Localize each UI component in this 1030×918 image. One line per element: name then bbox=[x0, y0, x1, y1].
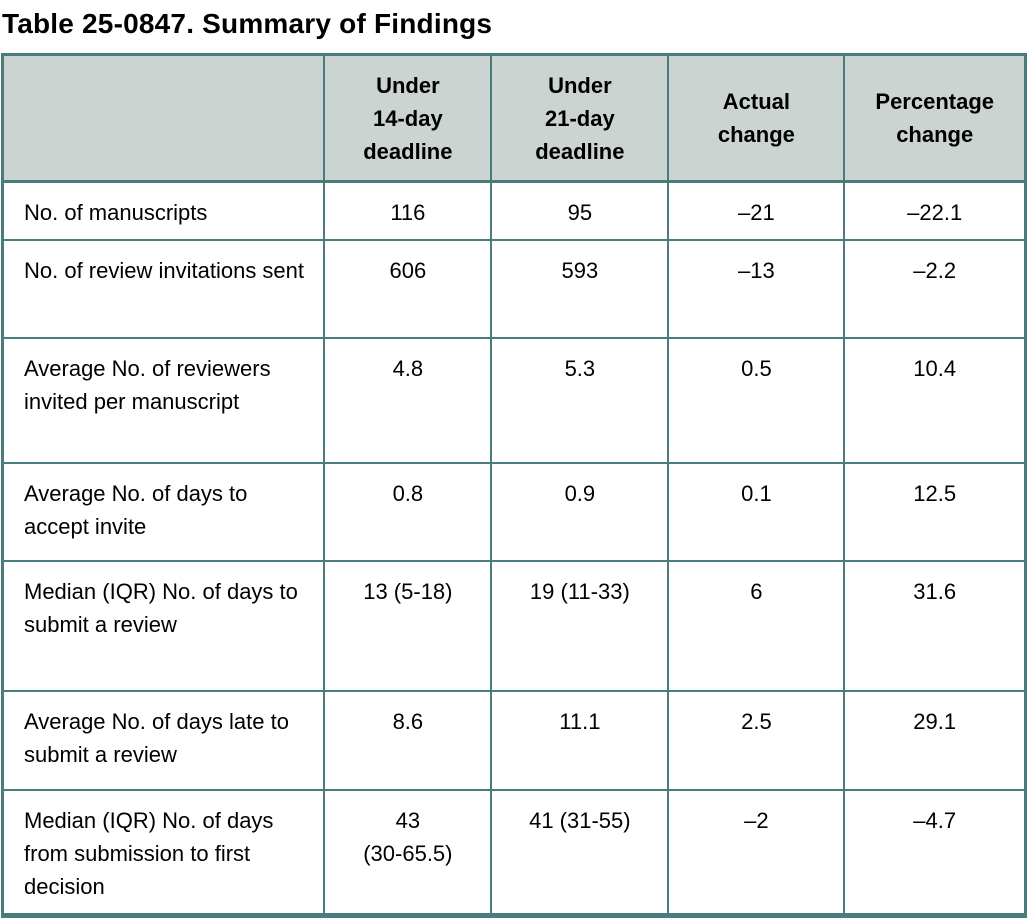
table-row: Median (IQR) No. of days from submission… bbox=[1, 789, 1027, 918]
summary-of-findings-table: Under 14-day deadline Under 21-day deadl… bbox=[1, 53, 1027, 918]
cell-value: 41 (31-55) bbox=[490, 789, 670, 918]
cell-value: 8.6 bbox=[323, 690, 493, 791]
table-title: Table 25-0847. Summary of Findings bbox=[2, 8, 493, 39]
row-label: Median (IQR) No. of days from submission… bbox=[1, 789, 326, 918]
row-label: Average No. of days late to submit a rev… bbox=[1, 690, 326, 791]
table-body: No. of manuscripts 116 95 –21 –22.1 No. … bbox=[1, 180, 1027, 918]
cell-value: –2.2 bbox=[843, 239, 1027, 339]
cell-value: 2.5 bbox=[667, 690, 846, 791]
table-row: Median (IQR) No. of days to submit a rev… bbox=[1, 560, 1027, 692]
row-label: No. of manuscripts bbox=[1, 180, 326, 241]
cell-value: –2 bbox=[667, 789, 846, 918]
table-row: No. of review invitations sent 606 593 –… bbox=[1, 239, 1027, 339]
column-header-under-14-day: Under 14-day deadline bbox=[323, 53, 493, 183]
row-label: Average No. of reviewers invited per man… bbox=[1, 337, 326, 464]
cell-value: 95 bbox=[490, 180, 670, 241]
table-row: No. of manuscripts 116 95 –21 –22.1 bbox=[1, 180, 1027, 241]
cell-value: 31.6 bbox=[843, 560, 1027, 692]
cell-value: –13 bbox=[667, 239, 846, 339]
row-label: Average No. of days to accept invite bbox=[1, 462, 326, 562]
cell-value: 606 bbox=[323, 239, 493, 339]
column-header-stub bbox=[1, 53, 326, 183]
cell-value: 0.5 bbox=[667, 337, 846, 464]
cell-value: 4.8 bbox=[323, 337, 493, 464]
cell-value: 11.1 bbox=[490, 690, 670, 791]
table-row: Average No. of days to accept invite 0.8… bbox=[1, 462, 1027, 562]
cell-value: 6 bbox=[667, 560, 846, 692]
column-header-actual-change: Actual change bbox=[667, 53, 846, 183]
cell-value: –4.7 bbox=[843, 789, 1027, 918]
table-row: Average No. of reviewers invited per man… bbox=[1, 337, 1027, 464]
column-header-under-21-day: Under 21-day deadline bbox=[490, 53, 670, 183]
cell-value: 593 bbox=[490, 239, 670, 339]
column-header-percentage-change: Percentage change bbox=[843, 53, 1027, 183]
cell-value: 13 (5-18) bbox=[323, 560, 493, 692]
cell-value: –22.1 bbox=[843, 180, 1027, 241]
cell-value: 0.9 bbox=[490, 462, 670, 562]
table-row: Average No. of days late to submit a rev… bbox=[1, 690, 1027, 791]
cell-value: 0.1 bbox=[667, 462, 846, 562]
cell-value: 116 bbox=[323, 180, 493, 241]
cell-value: 10.4 bbox=[843, 337, 1027, 464]
table-header: Under 14-day deadline Under 21-day deadl… bbox=[1, 53, 1027, 183]
cell-value: 43 (30-65.5) bbox=[323, 789, 493, 918]
cell-value: 5.3 bbox=[490, 337, 670, 464]
row-label: No. of review invitations sent bbox=[1, 239, 326, 339]
cell-value: 0.8 bbox=[323, 462, 493, 562]
row-label: Median (IQR) No. of days to submit a rev… bbox=[1, 560, 326, 692]
cell-value: –21 bbox=[667, 180, 846, 241]
cell-value: 19 (11-33) bbox=[490, 560, 670, 692]
cell-value: 29.1 bbox=[843, 690, 1027, 791]
header-row: Under 14-day deadline Under 21-day deadl… bbox=[1, 53, 1027, 183]
cell-value: 12.5 bbox=[843, 462, 1027, 562]
